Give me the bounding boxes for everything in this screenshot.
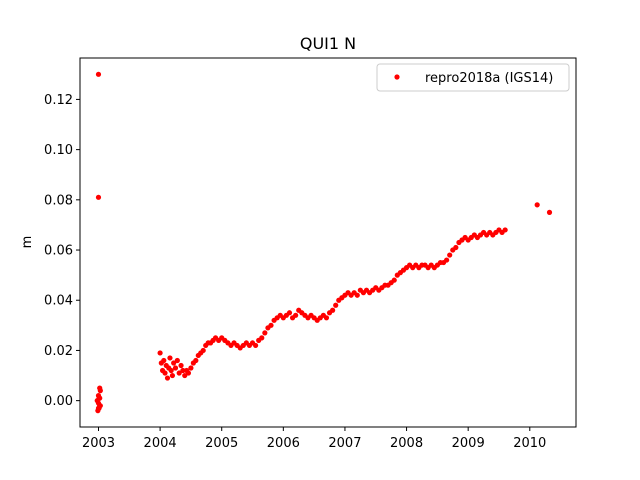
data-point <box>188 365 194 371</box>
x-tick-label: 2006 <box>267 436 300 451</box>
legend-marker <box>394 74 400 80</box>
data-point <box>193 357 199 364</box>
data-point <box>97 395 103 401</box>
y-tick-label: 0.02 <box>44 344 73 359</box>
legend-label: repro2018a (IGS14) <box>425 71 553 86</box>
y-tick-label: 0.06 <box>44 244 73 259</box>
legend: repro2018a (IGS14) <box>376 63 570 92</box>
data-point <box>200 347 206 354</box>
x-tick-label: 2010 <box>513 436 546 451</box>
axes-frame <box>79 57 577 428</box>
y-tick-label: 0.04 <box>44 294 73 309</box>
data-point <box>157 350 163 356</box>
data-point <box>97 388 103 394</box>
x-tick-label: 2005 <box>205 436 238 451</box>
data-point <box>168 367 174 374</box>
data-point <box>534 202 540 208</box>
x-tick-label: 2004 <box>144 436 177 451</box>
data-point <box>95 71 102 77</box>
data-point <box>172 365 179 371</box>
data-point <box>169 372 176 379</box>
x-tick-label: 2009 <box>452 436 485 451</box>
data-point <box>161 357 167 364</box>
data-point <box>171 360 177 366</box>
data-point <box>286 310 293 316</box>
chart-title: QUI1 N <box>300 34 356 53</box>
data-point <box>95 405 102 411</box>
y-ticks: 0.00 0.02 0.04 0.06 0.08 0.10 0.12 <box>44 93 80 409</box>
x-ticks: 2003 2004 2005 2006 2007 2008 2009 2010 <box>82 427 546 451</box>
data-point <box>330 307 336 313</box>
x-tick-label: 2007 <box>328 436 361 451</box>
y-axis-label: m <box>20 236 35 249</box>
data-point <box>259 335 265 341</box>
data-point <box>174 357 180 364</box>
data-point <box>453 244 459 251</box>
legend-box <box>376 63 570 92</box>
data-point <box>180 367 186 374</box>
y-tick-label: 0.00 <box>44 394 73 409</box>
data-point <box>391 277 397 283</box>
data-point <box>262 330 268 336</box>
y-tick-label: 0.12 <box>44 93 73 108</box>
data-point <box>95 194 102 200</box>
data-point <box>162 370 168 376</box>
data-point <box>333 302 339 308</box>
data-point <box>164 375 171 381</box>
data-point <box>185 370 192 376</box>
data-points <box>94 71 553 414</box>
data-point <box>253 342 259 349</box>
data-point <box>546 209 553 215</box>
data-point <box>447 252 453 258</box>
data-point <box>323 315 330 321</box>
data-point <box>293 312 299 318</box>
x-tick-label: 2003 <box>82 436 115 451</box>
data-point <box>268 322 274 328</box>
data-point <box>354 292 360 298</box>
data-point <box>444 257 450 263</box>
x-tick-label: 2008 <box>390 436 423 451</box>
data-point <box>176 370 182 376</box>
data-point <box>178 362 184 369</box>
data-point <box>167 355 173 361</box>
data-point <box>182 372 188 379</box>
data-point <box>502 227 508 233</box>
y-tick-label: 0.10 <box>44 143 73 158</box>
y-tick-label: 0.08 <box>44 193 73 208</box>
